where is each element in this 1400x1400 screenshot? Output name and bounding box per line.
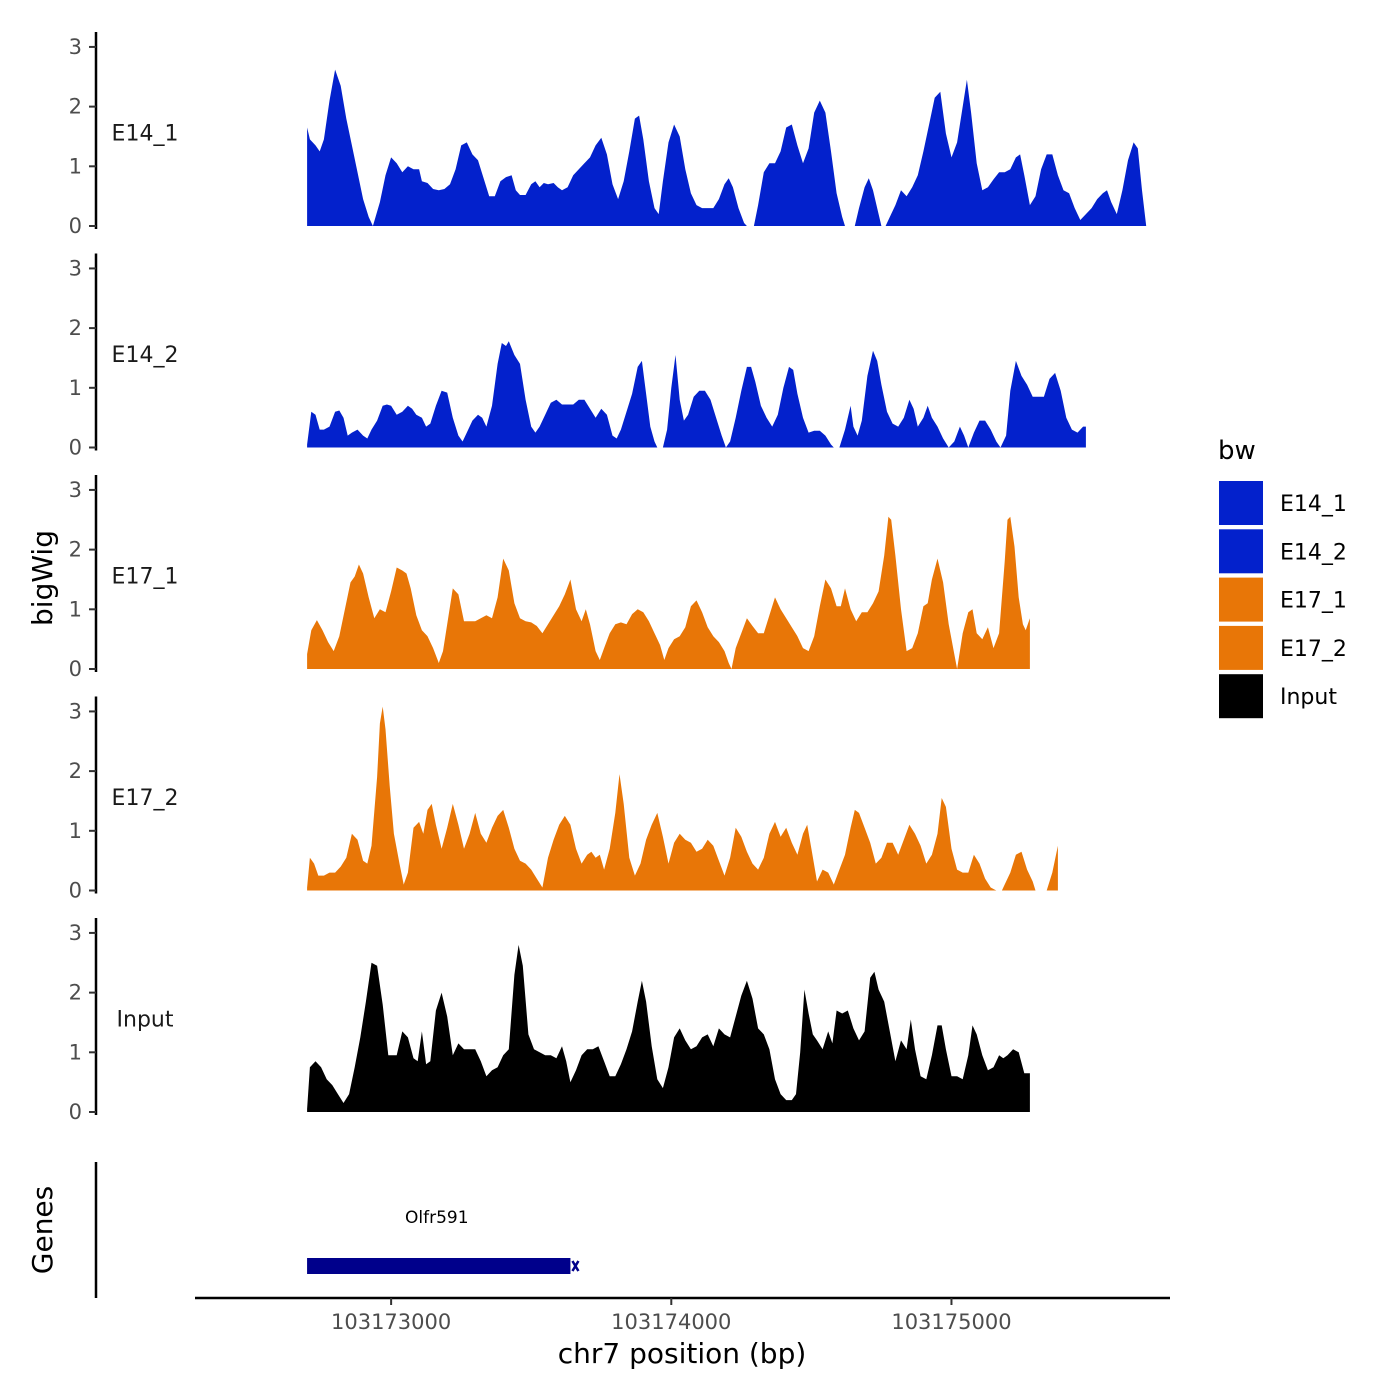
x-axis: chr7 position (bp) 103173000 103174000 103…	[195, 1296, 1170, 1370]
legend-label-E17_1: E17_1	[1280, 589, 1347, 614]
gene-label-Olfr591: Olfr591	[405, 1208, 469, 1228]
signal-tracks: 0 1 2 3 E14_1 0 1 2 3 E14_2 0 1 2 3 E17_1 0 1 2 3 E17_2 0 1 2 3…	[69, 32, 1147, 1124]
y-tick-label: 2	[69, 95, 82, 119]
legend-swatch-E17_1	[1219, 577, 1263, 622]
gene-body-Olfr591	[307, 1258, 571, 1274]
y-tick-label: 2	[69, 759, 82, 783]
genes-axis-title: Genes	[26, 1186, 59, 1274]
y-tick-label: 2	[69, 538, 82, 562]
y-tick-label: 0	[69, 214, 82, 238]
y-tick-label: 3	[69, 699, 82, 723]
track-label-E17_1: E17_1	[112, 565, 179, 590]
y-tick-label: 1	[69, 376, 82, 400]
y-tick-label: 3	[69, 478, 82, 502]
y-tick-label: 2	[69, 981, 82, 1005]
y-tick-label: 3	[69, 35, 82, 59]
track-E17_1: 0 1 2 3 E17_1	[69, 475, 1030, 681]
x-tick-label: 103173000	[331, 1310, 451, 1334]
track-label-Input: Input	[117, 1008, 174, 1033]
x-tick-label: 103174000	[611, 1310, 731, 1334]
x-tick-label: 103175000	[891, 1310, 1011, 1334]
track-E14_2: 0 1 2 3 E14_2	[69, 253, 1086, 460]
track-E14_1: 0 1 2 3 E14_1	[69, 32, 1147, 238]
legend-label-E17_2: E17_2	[1280, 637, 1347, 662]
y-tick-label: 0	[69, 879, 82, 903]
y-tick-label: 1	[69, 597, 82, 621]
y-tick-label: 0	[69, 657, 82, 681]
legend-swatch-E14_1	[1219, 481, 1263, 525]
x-axis-title: chr7 position (bp)	[558, 1337, 807, 1370]
signal-area-E14_2	[307, 341, 1086, 448]
y-tick-label: 2	[69, 316, 82, 340]
track-label-E17_2: E17_2	[112, 786, 179, 811]
legend-label-Input: Input	[1280, 685, 1337, 710]
y-tick-label: 0	[69, 1100, 82, 1124]
y-tick-label: 1	[69, 1040, 82, 1064]
legend-swatch-Input	[1219, 674, 1263, 719]
track-label-E14_1: E14_1	[112, 122, 179, 147]
track-label-E14_2: E14_2	[112, 343, 179, 368]
y-tick-label: 3	[69, 256, 82, 280]
legend-swatch-E14_2	[1219, 529, 1263, 574]
signal-area-E17_2	[307, 706, 1058, 891]
y-tick-label: 3	[69, 921, 82, 945]
legend-swatch-E17_2	[1219, 625, 1263, 670]
gene-strand-marker	[571, 1260, 580, 1272]
legend-label-E14_2: E14_2	[1280, 540, 1347, 565]
y-tick-label: 1	[69, 154, 82, 178]
legend: bw E14_1 E14_2 E17_1 E17_2 Input	[1218, 436, 1347, 719]
legend-title: bw	[1218, 436, 1256, 466]
signal-area-E17_1	[307, 516, 1030, 669]
track-Input: 0 1 2 3 Input	[69, 918, 1030, 1124]
y-tick-label: 1	[69, 819, 82, 843]
signal-area-E14_1	[307, 69, 1147, 226]
track-E17_2: 0 1 2 3 E17_2	[69, 696, 1058, 903]
y-tick-label: 0	[69, 436, 82, 460]
genes-panel: Genes Olfr591	[26, 1162, 580, 1298]
y-axis-title: bigWig	[26, 530, 59, 626]
signal-area-Input	[307, 944, 1030, 1112]
legend-label-E14_1: E14_1	[1280, 492, 1347, 517]
